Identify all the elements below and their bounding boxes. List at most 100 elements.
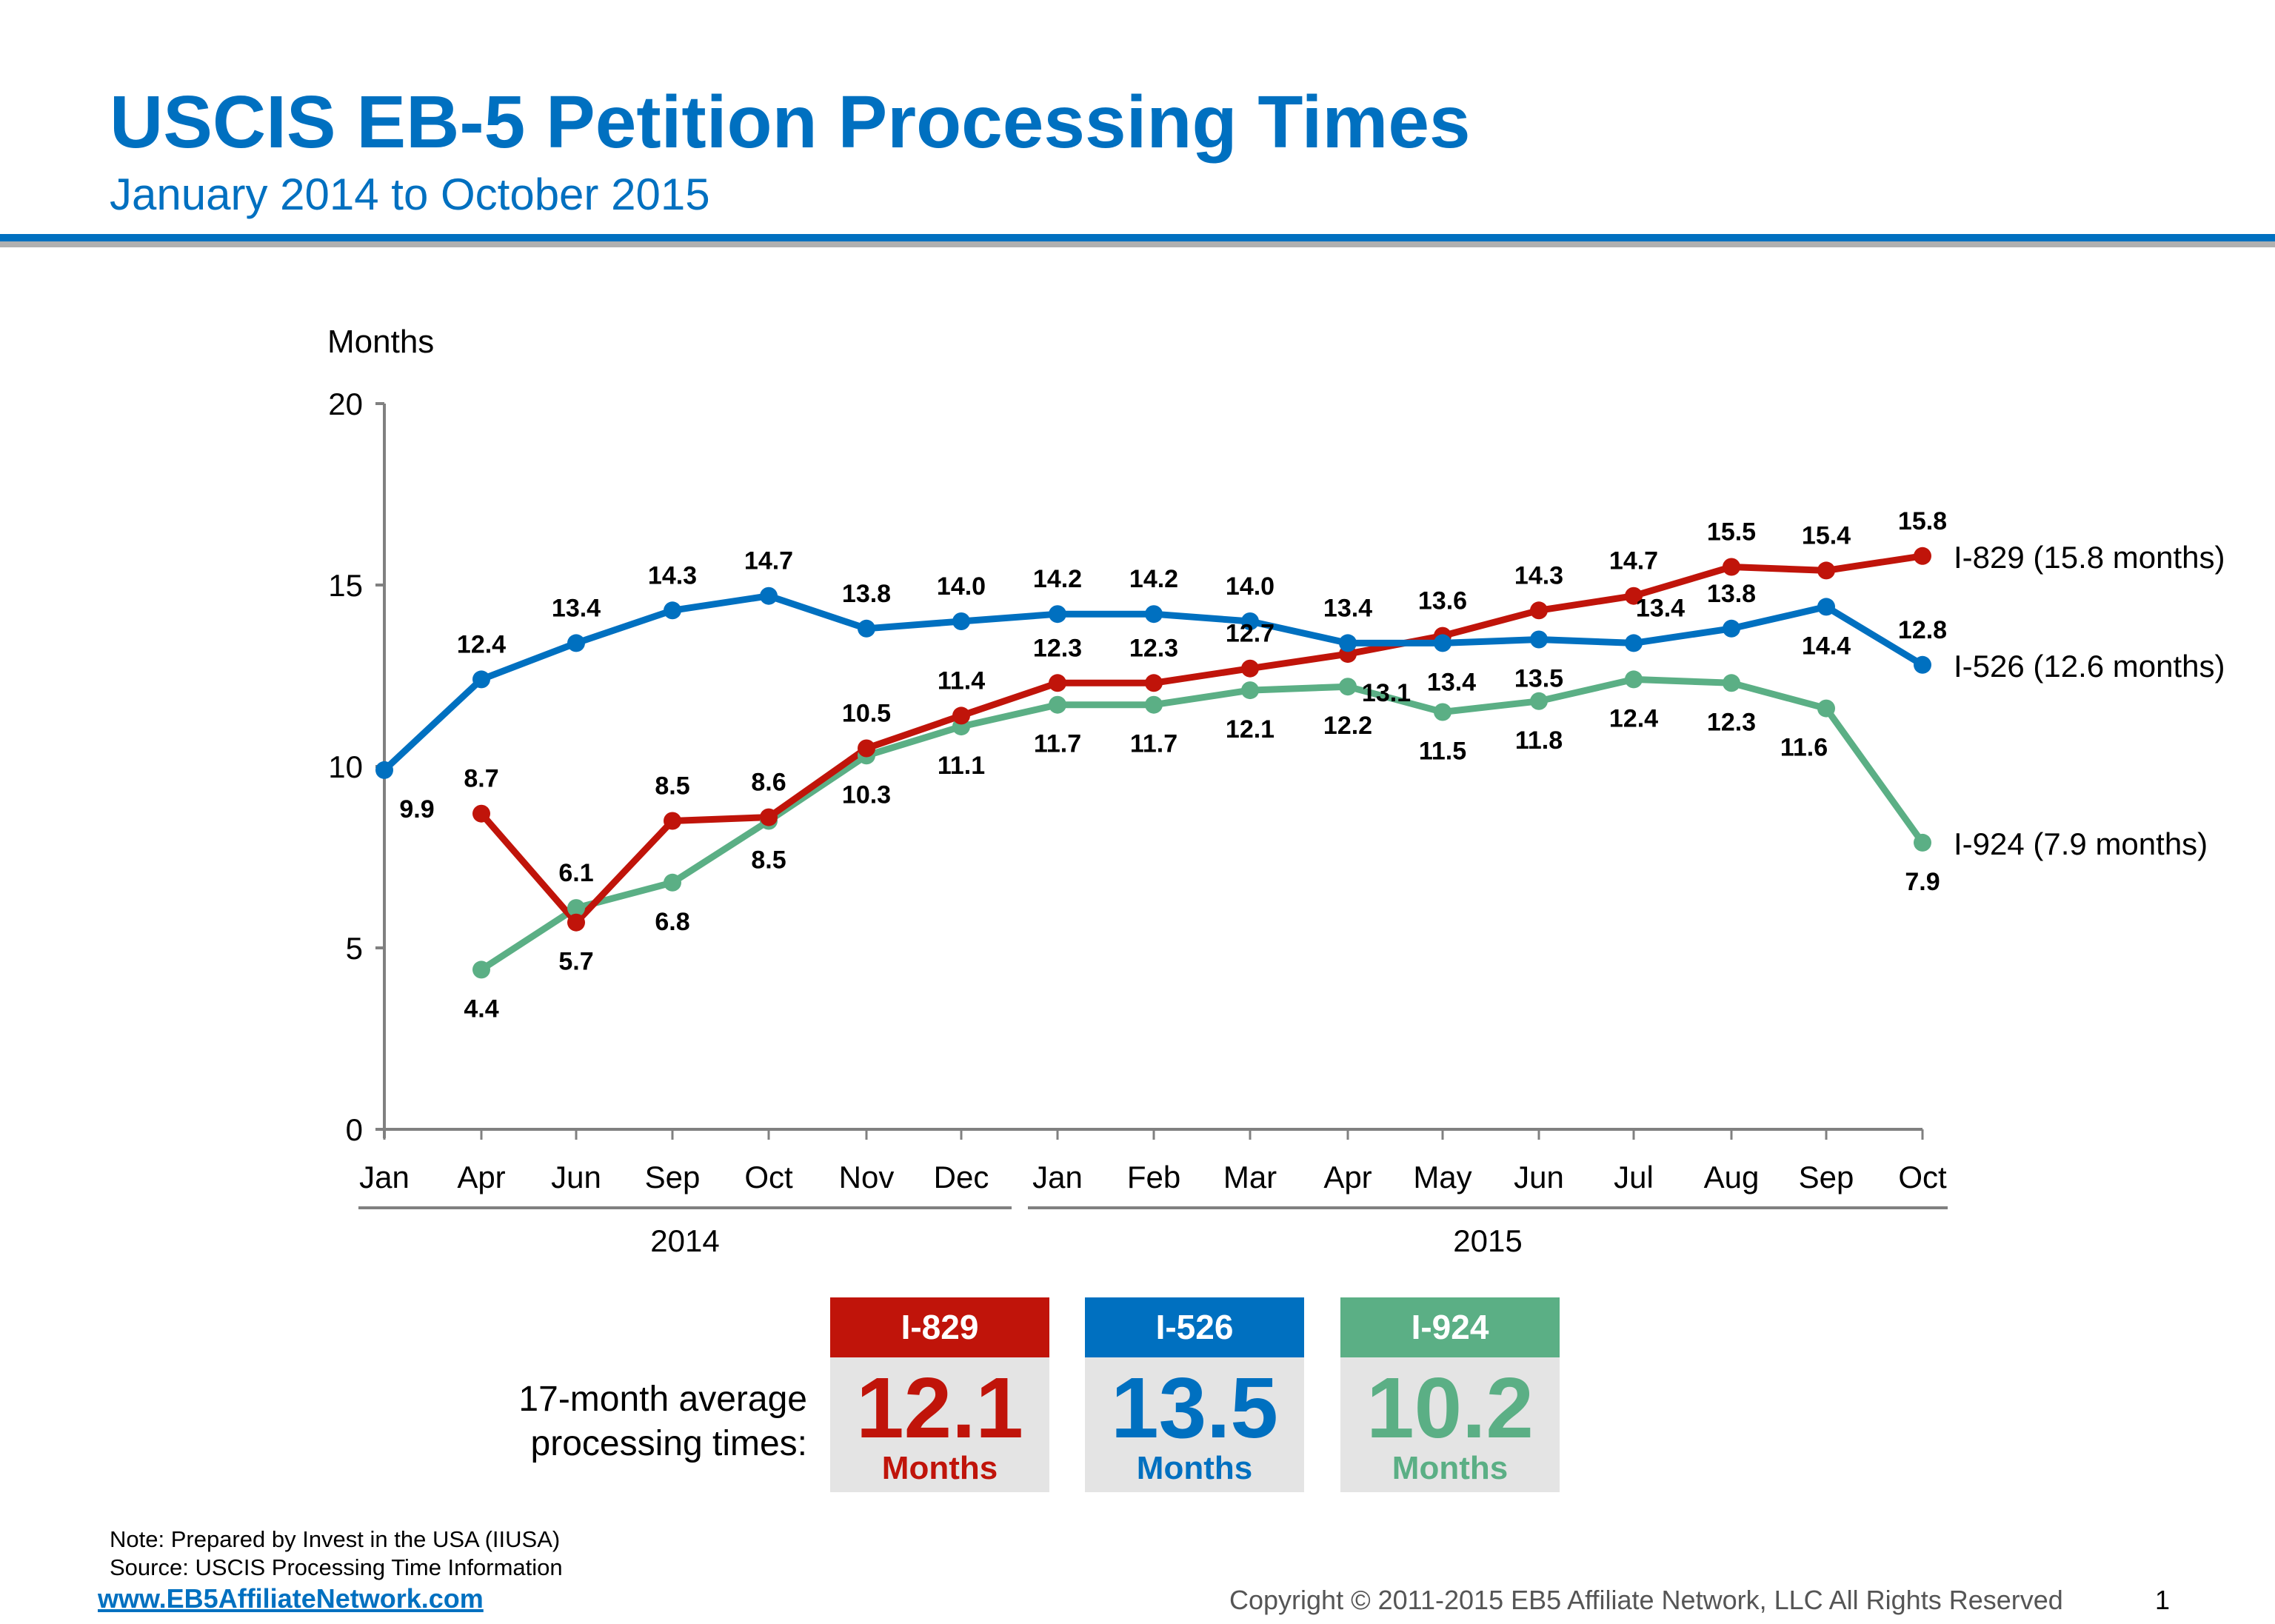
header-rule-blue bbox=[0, 234, 2275, 241]
marker-i-526 bbox=[664, 601, 681, 620]
y-tick-label: 10 bbox=[328, 749, 363, 784]
data-label-i-924: 4.4 bbox=[464, 995, 498, 1023]
marker-i-526 bbox=[567, 634, 585, 652]
data-label-i-829: 8.6 bbox=[751, 769, 786, 797]
data-label-i-526: 14.0 bbox=[937, 572, 986, 601]
x-tick-label: Aug bbox=[1704, 1160, 1760, 1194]
data-label-i-526: 13.4 bbox=[1636, 594, 1685, 622]
data-label-i-829: 12.7 bbox=[1226, 620, 1275, 648]
data-label-i-829: 15.4 bbox=[1802, 521, 1851, 549]
copyright-text: Copyright © 2011-2015 EB5 Affiliate Netw… bbox=[1229, 1585, 2063, 1615]
marker-i-526 bbox=[1049, 605, 1066, 624]
x-tick-label: Mar bbox=[1223, 1160, 1277, 1194]
x-tick-label: Dec bbox=[934, 1160, 989, 1194]
marker-i-526 bbox=[858, 619, 875, 638]
axes bbox=[358, 402, 1948, 1209]
marker-i-829 bbox=[858, 739, 875, 758]
average-label-line1: 17-month average bbox=[518, 1380, 807, 1419]
legend-i-829: I-829 (15.8 months) bbox=[1954, 540, 2225, 575]
data-label-i-526: 14.4 bbox=[1802, 632, 1851, 660]
data-label-i-924: 11.7 bbox=[1130, 730, 1177, 758]
marker-i-526 bbox=[760, 587, 778, 605]
data-label-i-526: 14.2 bbox=[1129, 565, 1178, 593]
marker-i-526 bbox=[1434, 634, 1451, 652]
data-label-i-924: 11.6 bbox=[1780, 734, 1828, 762]
x-tick-label: Apr bbox=[1323, 1160, 1372, 1194]
page-number: 1 bbox=[2155, 1585, 2171, 1615]
data-label-i-526: 14.7 bbox=[744, 547, 793, 575]
legend-i-526: I-526 (12.6 months) bbox=[1954, 649, 2225, 684]
data-label-i-829: 14.7 bbox=[1609, 547, 1658, 575]
card-unit: Months bbox=[1392, 1450, 1509, 1486]
data-label-i-526: 13.4 bbox=[552, 594, 601, 622]
data-label-i-829: 8.5 bbox=[655, 772, 689, 801]
data-label-i-924: 7.9 bbox=[1905, 868, 1940, 896]
data-label-i-924: 11.1 bbox=[938, 752, 985, 780]
footnote: Note: Prepared by Invest in the USA (IIU… bbox=[110, 1526, 563, 1582]
marker-i-924 bbox=[1241, 681, 1259, 700]
data-label-i-526: 14.0 bbox=[1226, 572, 1275, 601]
marker-i-526 bbox=[375, 761, 393, 779]
marker-i-924 bbox=[1339, 678, 1357, 696]
data-labels: 9.9 12.4 13.4 14.3 14.7 13.8 14.0 14.2 14.2 14.0 1… bbox=[399, 507, 1947, 1023]
data-label-i-829: 13.1 bbox=[1362, 679, 1411, 707]
data-label-i-526: 13.4 bbox=[1323, 594, 1372, 622]
marker-i-526 bbox=[1145, 605, 1163, 624]
marker-i-924 bbox=[1049, 695, 1066, 714]
x-tick-label: Jan bbox=[1032, 1160, 1083, 1194]
marker-i-526 bbox=[1817, 598, 1835, 616]
card-unit: Months bbox=[881, 1450, 998, 1486]
marker-i-924 bbox=[472, 960, 490, 979]
data-label-i-924: 6.1 bbox=[558, 859, 593, 887]
card-header: I-829 bbox=[830, 1297, 1049, 1357]
marker-i-829 bbox=[664, 812, 681, 830]
y-tick-label: 5 bbox=[346, 931, 363, 966]
x-tick-label: Apr bbox=[457, 1160, 505, 1194]
card-header: I-526 bbox=[1085, 1297, 1304, 1357]
marker-i-829 bbox=[1241, 659, 1259, 678]
x-tick-label: Oct bbox=[744, 1160, 793, 1194]
data-label-i-829: 15.5 bbox=[1707, 518, 1756, 547]
data-label-i-526: 13.8 bbox=[842, 580, 891, 608]
website-link[interactable]: www.EB5AffiliateNetwork.com bbox=[98, 1583, 484, 1614]
x-tick-label: Feb bbox=[1127, 1160, 1180, 1194]
x-tick-label: May bbox=[1413, 1160, 1471, 1194]
average-card-i526: I-526 13.5 Months bbox=[1085, 1297, 1304, 1492]
year-group-labels: 2014 2015 bbox=[650, 1223, 1522, 1258]
data-label-i-526: 12.4 bbox=[457, 630, 506, 658]
card-value: 12.1 bbox=[856, 1360, 1023, 1456]
data-label-i-829: 13.6 bbox=[1418, 587, 1467, 615]
x-tick-label: Nov bbox=[839, 1160, 895, 1194]
y-axis-label: Months bbox=[327, 324, 434, 360]
data-label-i-526: 14.3 bbox=[648, 561, 697, 589]
marker-i-829 bbox=[1625, 587, 1643, 605]
marker-i-829 bbox=[1914, 547, 1931, 565]
x-tick-label: Jun bbox=[551, 1160, 601, 1194]
marker-i-526 bbox=[1530, 630, 1548, 649]
marker-i-829 bbox=[760, 808, 778, 826]
year-label: 2014 bbox=[650, 1223, 719, 1258]
average-card-i829: I-829 12.1 Months bbox=[830, 1297, 1049, 1492]
page-subtitle: January 2014 to October 2015 bbox=[110, 170, 710, 219]
data-label-i-924: 12.4 bbox=[1609, 704, 1658, 732]
average-label-line2: processing times: bbox=[530, 1424, 807, 1463]
data-label-i-526: 14.2 bbox=[1033, 565, 1082, 593]
marker-i-526 bbox=[1339, 634, 1357, 652]
note-text: Note: Prepared by Invest in the USA (IIU… bbox=[110, 1526, 561, 1552]
line-i-829 bbox=[478, 552, 1923, 926]
marker-i-829 bbox=[1817, 561, 1835, 580]
marker-i-924 bbox=[1914, 833, 1931, 852]
marker-i-924 bbox=[1434, 703, 1451, 721]
data-label-i-829: 10.5 bbox=[842, 700, 891, 728]
x-tick-label: Sep bbox=[1799, 1160, 1854, 1194]
data-label-i-924: 11.7 bbox=[1034, 730, 1081, 758]
series-markers bbox=[375, 547, 1931, 979]
data-label-i-829: 15.8 bbox=[1898, 507, 1947, 535]
marker-i-924 bbox=[1817, 699, 1835, 718]
data-label-i-924: 12.2 bbox=[1323, 712, 1372, 740]
marker-i-829 bbox=[1145, 674, 1163, 692]
card-value: 10.2 bbox=[1366, 1360, 1534, 1456]
marker-i-829 bbox=[952, 706, 970, 725]
marker-i-924 bbox=[1625, 670, 1643, 689]
data-label-i-829: 12.3 bbox=[1033, 634, 1082, 662]
